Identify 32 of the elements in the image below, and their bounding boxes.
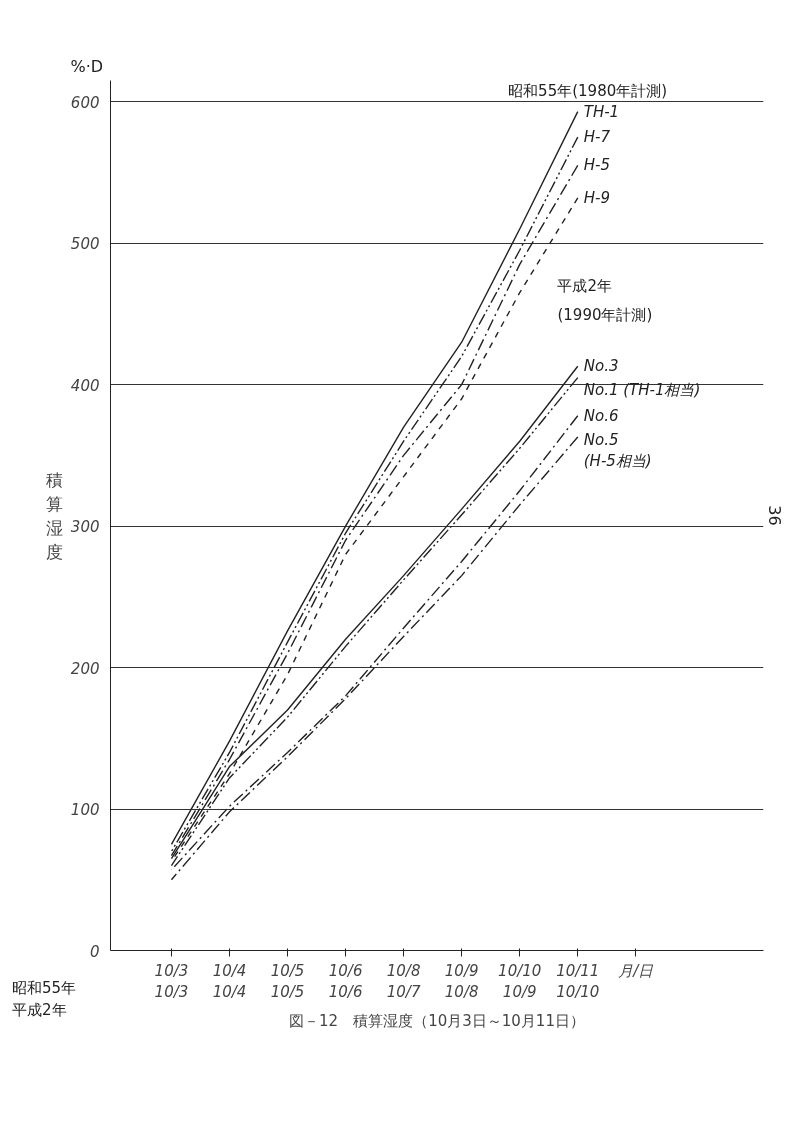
x-tick-label: 10/11 10/10 (556, 961, 600, 1002)
y-tick-label: 500 (70, 235, 100, 254)
series-label: No.5 (H-5相当) (583, 430, 652, 471)
series-label: H-7 (583, 128, 611, 147)
annotation: 昭和55年(1980年計測) (508, 81, 668, 100)
x-tick-label: 10/9 10/8 (444, 961, 479, 1002)
x-tick-label: 10/6 10/6 (328, 961, 363, 1002)
series-label: No.3 (583, 357, 619, 376)
series-label: H-5 (583, 156, 611, 175)
y-tick-label: 0 (89, 942, 100, 961)
x-tick-label: 10/5 10/5 (270, 961, 305, 1002)
text: %·D (70, 56, 104, 76)
x-tick-label: 10/3 10/3 (154, 961, 189, 1002)
text: 図－12 積算湿度（10月3日～10月11日） (289, 1011, 585, 1030)
series-label: No.6 (583, 406, 619, 425)
y-tick-label: 100 (70, 801, 100, 820)
text: 平成2年 (12, 1000, 67, 1021)
x-tick-label: 10/10 10/9 (498, 961, 542, 1002)
y-tick-label: 200 (70, 659, 100, 678)
series-label: No.1 (TH-1相当) (583, 381, 701, 400)
x-tick-label: 月/日 (618, 961, 655, 980)
y-tick-label: 400 (70, 376, 100, 395)
series-label: TH-1 (583, 102, 620, 121)
y-tick-label: 600 (70, 93, 100, 112)
x-tick-label: 10/8 10/7 (386, 961, 421, 1002)
annotation: 平成2年 (1990年計測) (557, 277, 653, 325)
text: 昭和55年 (12, 978, 77, 999)
x-tick-label: 10/4 10/4 (212, 961, 247, 1002)
y-axis-title: 積算湿度 (45, 469, 63, 562)
text: 36 (764, 505, 784, 526)
y-tick-label: 300 (70, 518, 100, 537)
series-label: H-9 (583, 188, 611, 207)
